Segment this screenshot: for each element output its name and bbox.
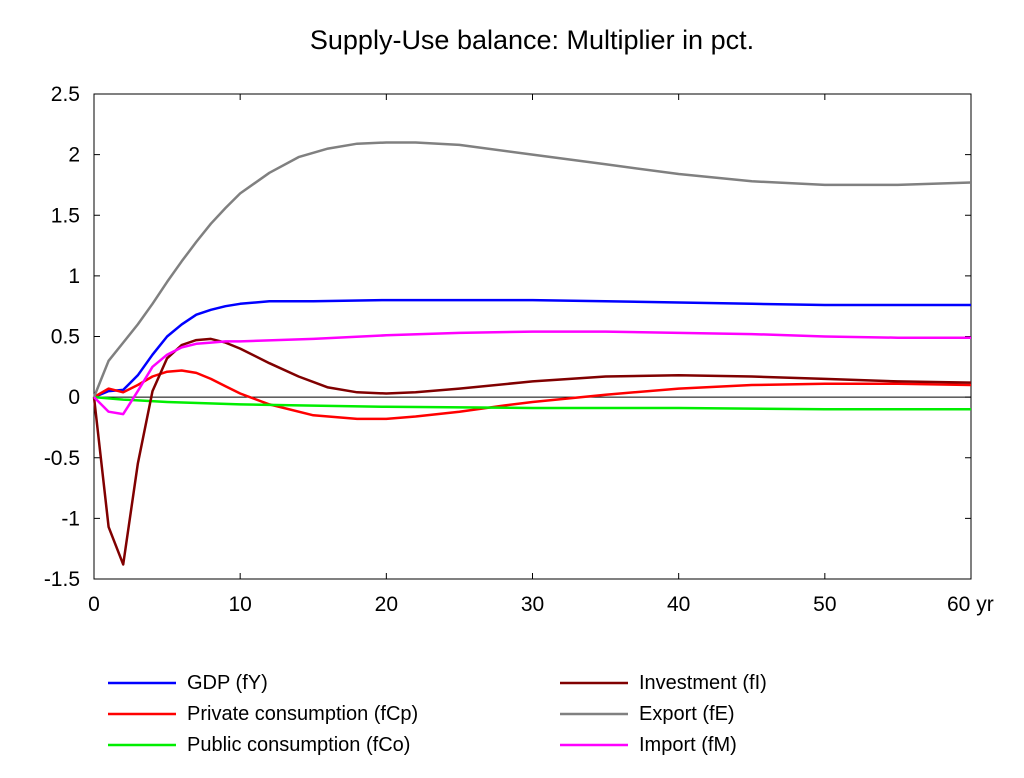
- series-line-1: [93, 369, 972, 421]
- series-line-4: [92, 141, 972, 398]
- y-tick-label: -1.5: [44, 568, 80, 591]
- x-tick-label: 50: [813, 593, 836, 616]
- series-line-2: [93, 395, 971, 411]
- legend-label: Import (fM): [639, 734, 737, 756]
- y-axis: -1.5 -1 -0.5 0 0.5 1 1.5 2 2.5: [44, 83, 971, 591]
- y-tick-label: 0.5: [51, 326, 80, 349]
- y-tick-label: -1: [61, 507, 80, 530]
- x-tick-label: 20: [375, 593, 398, 616]
- y-tick-label: -0.5: [44, 447, 80, 470]
- legend: GDP (fY) Private consumption (fCp) Public …: [108, 672, 767, 756]
- x-tick-label: 60 yr: [947, 593, 994, 616]
- legend-label: Private consumption (fCp): [187, 703, 418, 725]
- x-axis: 0 10 20 30 40 50 60 yr: [88, 94, 994, 616]
- legend-label: Public consumption (fCo): [187, 734, 410, 756]
- legend-label: GDP (fY): [187, 672, 268, 694]
- series-line-5: [93, 330, 971, 416]
- y-tick-label: 1.5: [51, 204, 80, 227]
- x-tick-label: 10: [228, 593, 251, 616]
- x-tick-label: 30: [521, 593, 544, 616]
- legend-label: Export (fE): [639, 703, 735, 725]
- y-tick-label: 2: [68, 144, 80, 167]
- series-line-3: [92, 337, 972, 566]
- x-tick-label: 40: [667, 593, 690, 616]
- y-tick-label: 1: [68, 265, 80, 288]
- legend-label: Investment (fI): [639, 672, 767, 694]
- series-line-0: [93, 298, 971, 399]
- series-lines: [92, 141, 972, 566]
- chart-title: Supply-Use balance: Multiplier in pct.: [310, 25, 754, 55]
- y-tick-label: 0: [68, 386, 80, 409]
- y-tick-label: 2.5: [51, 83, 80, 106]
- x-tick-label: 0: [88, 593, 100, 616]
